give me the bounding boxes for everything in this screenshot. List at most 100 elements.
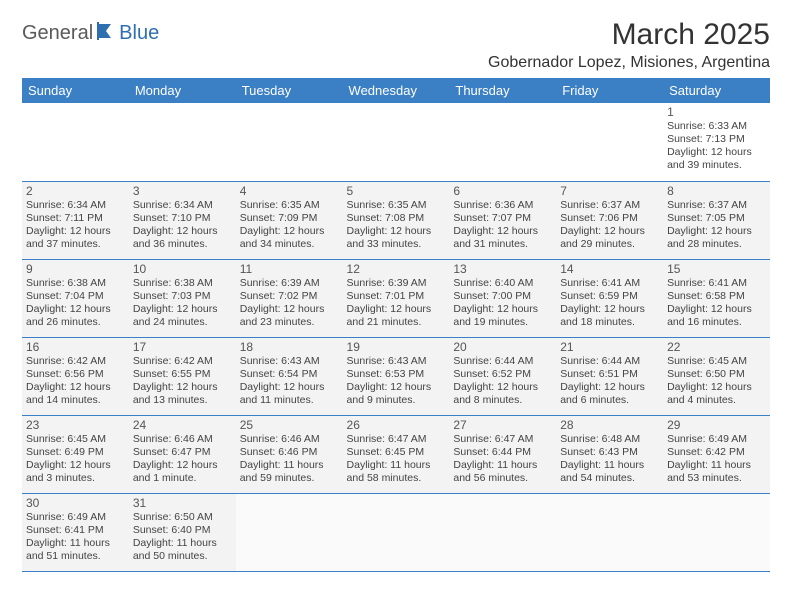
daylight-line: Daylight: 11 hours xyxy=(453,459,552,472)
daylight-line: Daylight: 12 hours xyxy=(667,146,766,159)
daylight-line: Daylight: 12 hours xyxy=(560,303,659,316)
daylight-line: and 39 minutes. xyxy=(667,159,766,172)
day-number: 15 xyxy=(667,262,766,276)
sunset-line: Sunset: 6:58 PM xyxy=(667,290,766,303)
sunset-line: Sunset: 6:49 PM xyxy=(26,446,125,459)
sunrise-line: Sunrise: 6:35 AM xyxy=(347,199,446,212)
daylight-line: and 31 minutes. xyxy=(453,238,552,251)
calendar-cell: 4Sunrise: 6:35 AMSunset: 7:09 PMDaylight… xyxy=(236,181,343,259)
sunrise-line: Sunrise: 6:34 AM xyxy=(26,199,125,212)
daylight-line: Daylight: 12 hours xyxy=(240,225,339,238)
daylight-line: and 26 minutes. xyxy=(26,316,125,329)
logo: General Blue xyxy=(22,22,159,45)
sunset-line: Sunset: 7:01 PM xyxy=(347,290,446,303)
flag-icon xyxy=(97,22,119,45)
calendar-week: 30Sunrise: 6:49 AMSunset: 6:41 PMDayligh… xyxy=(22,493,770,571)
daylight-line: Daylight: 12 hours xyxy=(560,381,659,394)
daylight-line: Daylight: 11 hours xyxy=(347,459,446,472)
sunset-line: Sunset: 6:53 PM xyxy=(347,368,446,381)
logo-text-blue: Blue xyxy=(119,22,159,45)
daylight-line: and 23 minutes. xyxy=(240,316,339,329)
daylight-line: and 53 minutes. xyxy=(667,472,766,485)
sunset-line: Sunset: 6:55 PM xyxy=(133,368,232,381)
sunrise-line: Sunrise: 6:45 AM xyxy=(26,433,125,446)
calendar-cell: 22Sunrise: 6:45 AMSunset: 6:50 PMDayligh… xyxy=(663,337,770,415)
sunset-line: Sunset: 6:56 PM xyxy=(26,368,125,381)
calendar-cell xyxy=(663,493,770,571)
sunrise-line: Sunrise: 6:42 AM xyxy=(133,355,232,368)
calendar-body: 1Sunrise: 6:33 AMSunset: 7:13 PMDaylight… xyxy=(22,103,770,571)
calendar-cell: 18Sunrise: 6:43 AMSunset: 6:54 PMDayligh… xyxy=(236,337,343,415)
daylight-line: Daylight: 12 hours xyxy=(347,303,446,316)
sunrise-line: Sunrise: 6:33 AM xyxy=(667,120,766,133)
sunset-line: Sunset: 7:00 PM xyxy=(453,290,552,303)
weekday-header: Saturday xyxy=(663,78,770,103)
sunrise-line: Sunrise: 6:46 AM xyxy=(133,433,232,446)
sunset-line: Sunset: 6:42 PM xyxy=(667,446,766,459)
daylight-line: and 56 minutes. xyxy=(453,472,552,485)
calendar-cell: 29Sunrise: 6:49 AMSunset: 6:42 PMDayligh… xyxy=(663,415,770,493)
daylight-line: and 36 minutes. xyxy=(133,238,232,251)
sunset-line: Sunset: 7:13 PM xyxy=(667,133,766,146)
daylight-line: and 37 minutes. xyxy=(26,238,125,251)
calendar-cell: 11Sunrise: 6:39 AMSunset: 7:02 PMDayligh… xyxy=(236,259,343,337)
daylight-line: and 6 minutes. xyxy=(560,394,659,407)
calendar-week: 23Sunrise: 6:45 AMSunset: 6:49 PMDayligh… xyxy=(22,415,770,493)
calendar-cell: 20Sunrise: 6:44 AMSunset: 6:52 PMDayligh… xyxy=(449,337,556,415)
sunset-line: Sunset: 7:02 PM xyxy=(240,290,339,303)
sunset-line: Sunset: 7:09 PM xyxy=(240,212,339,225)
daylight-line: Daylight: 12 hours xyxy=(347,225,446,238)
calendar-week: 9Sunrise: 6:38 AMSunset: 7:04 PMDaylight… xyxy=(22,259,770,337)
sunset-line: Sunset: 7:11 PM xyxy=(26,212,125,225)
sunrise-line: Sunrise: 6:50 AM xyxy=(133,511,232,524)
calendar-cell xyxy=(343,103,450,181)
calendar-cell: 16Sunrise: 6:42 AMSunset: 6:56 PMDayligh… xyxy=(22,337,129,415)
calendar-cell xyxy=(236,493,343,571)
calendar-week: 2Sunrise: 6:34 AMSunset: 7:11 PMDaylight… xyxy=(22,181,770,259)
calendar-cell: 6Sunrise: 6:36 AMSunset: 7:07 PMDaylight… xyxy=(449,181,556,259)
sunrise-line: Sunrise: 6:41 AM xyxy=(667,277,766,290)
calendar-cell: 8Sunrise: 6:37 AMSunset: 7:05 PMDaylight… xyxy=(663,181,770,259)
day-number: 14 xyxy=(560,262,659,276)
daylight-line: and 54 minutes. xyxy=(560,472,659,485)
sunrise-line: Sunrise: 6:44 AM xyxy=(453,355,552,368)
calendar-cell xyxy=(236,103,343,181)
weekday-row: SundayMondayTuesdayWednesdayThursdayFrid… xyxy=(22,78,770,103)
calendar-table: SundayMondayTuesdayWednesdayThursdayFrid… xyxy=(22,78,770,572)
sunset-line: Sunset: 7:06 PM xyxy=(560,212,659,225)
daylight-line: and 3 minutes. xyxy=(26,472,125,485)
sunrise-line: Sunrise: 6:49 AM xyxy=(667,433,766,446)
daylight-line: and 18 minutes. xyxy=(560,316,659,329)
sunset-line: Sunset: 6:51 PM xyxy=(560,368,659,381)
day-number: 31 xyxy=(133,496,232,510)
day-number: 18 xyxy=(240,340,339,354)
day-number: 9 xyxy=(26,262,125,276)
sunrise-line: Sunrise: 6:45 AM xyxy=(667,355,766,368)
calendar-page: General Blue March 2025 Gobernador Lopez… xyxy=(0,0,792,590)
daylight-line: and 33 minutes. xyxy=(347,238,446,251)
daylight-line: and 28 minutes. xyxy=(667,238,766,251)
sunset-line: Sunset: 7:03 PM xyxy=(133,290,232,303)
day-number: 7 xyxy=(560,184,659,198)
calendar-week: 16Sunrise: 6:42 AMSunset: 6:56 PMDayligh… xyxy=(22,337,770,415)
daylight-line: and 34 minutes. xyxy=(240,238,339,251)
calendar-cell: 15Sunrise: 6:41 AMSunset: 6:58 PMDayligh… xyxy=(663,259,770,337)
calendar-cell: 27Sunrise: 6:47 AMSunset: 6:44 PMDayligh… xyxy=(449,415,556,493)
sunrise-line: Sunrise: 6:48 AM xyxy=(560,433,659,446)
daylight-line: and 1 minute. xyxy=(133,472,232,485)
calendar-cell: 26Sunrise: 6:47 AMSunset: 6:45 PMDayligh… xyxy=(343,415,450,493)
calendar-cell xyxy=(449,493,556,571)
daylight-line: Daylight: 12 hours xyxy=(26,459,125,472)
daylight-line: Daylight: 11 hours xyxy=(26,537,125,550)
calendar-cell: 21Sunrise: 6:44 AMSunset: 6:51 PMDayligh… xyxy=(556,337,663,415)
calendar-cell: 1Sunrise: 6:33 AMSunset: 7:13 PMDaylight… xyxy=(663,103,770,181)
calendar-cell: 10Sunrise: 6:38 AMSunset: 7:03 PMDayligh… xyxy=(129,259,236,337)
calendar-week: 1Sunrise: 6:33 AMSunset: 7:13 PMDaylight… xyxy=(22,103,770,181)
day-number: 22 xyxy=(667,340,766,354)
daylight-line: Daylight: 12 hours xyxy=(667,381,766,394)
sunset-line: Sunset: 6:52 PM xyxy=(453,368,552,381)
sunset-line: Sunset: 6:41 PM xyxy=(26,524,125,537)
day-number: 10 xyxy=(133,262,232,276)
calendar-cell: 5Sunrise: 6:35 AMSunset: 7:08 PMDaylight… xyxy=(343,181,450,259)
daylight-line: Daylight: 12 hours xyxy=(347,381,446,394)
